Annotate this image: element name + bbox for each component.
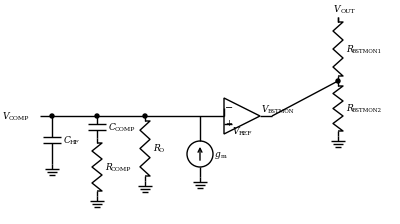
Text: COMP: COMP [115,127,135,131]
Text: V: V [334,5,340,14]
Text: OUT: OUT [341,9,356,14]
Text: C: C [109,123,116,131]
Text: V: V [3,112,10,121]
Text: +: + [226,119,232,128]
Text: g: g [215,149,221,159]
Text: HF: HF [70,140,80,144]
Text: R: R [105,162,112,172]
Circle shape [95,114,99,118]
Text: O: O [159,148,164,153]
Text: R: R [346,45,353,54]
Text: R: R [346,104,353,113]
Text: R: R [153,144,160,153]
Text: V: V [262,105,268,114]
Text: BSTMON2: BSTMON2 [352,108,382,113]
Text: −: − [225,103,233,113]
Circle shape [336,79,340,83]
Text: m: m [221,153,227,159]
Text: BSTMON: BSTMON [268,108,294,114]
Circle shape [143,114,147,118]
Text: BSTMON1: BSTMON1 [352,49,382,54]
Text: REF: REF [239,131,252,136]
Text: V: V [233,127,240,136]
Text: C: C [64,136,71,144]
Circle shape [50,114,54,118]
Text: COMP: COMP [9,116,29,121]
Text: COMP: COMP [111,166,131,172]
